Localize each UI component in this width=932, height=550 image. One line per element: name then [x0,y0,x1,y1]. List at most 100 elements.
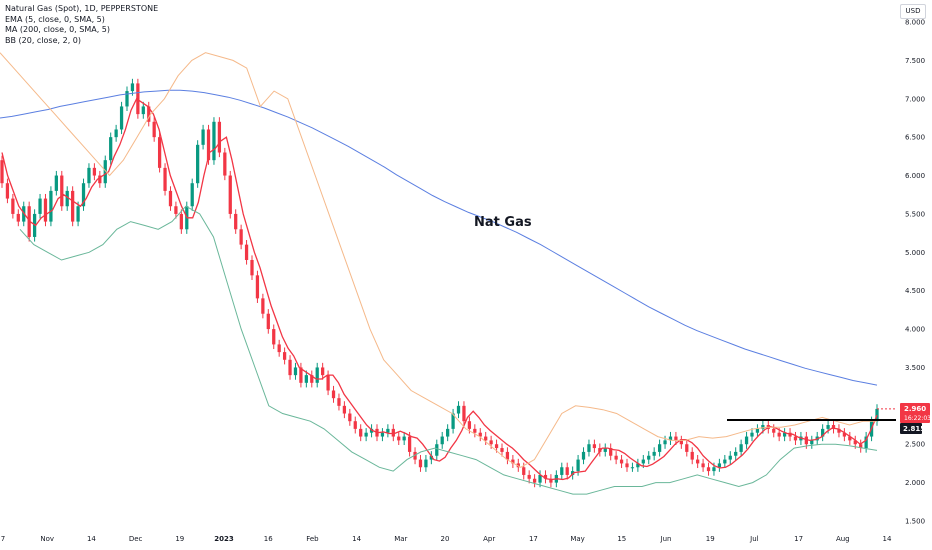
candle-body [603,448,607,452]
candle-body [201,129,205,145]
candle-body [234,213,238,230]
x-tick-label: 17 [794,535,803,543]
ma-line [0,89,878,386]
x-tick-label: 17 [529,535,538,543]
candle-body [576,459,580,472]
candle-body [446,428,450,437]
candle-body [826,425,830,429]
candle-body [0,160,4,184]
candle-body [386,428,390,433]
candle-body [60,175,64,207]
candle-body [500,448,504,452]
candle-body [429,455,433,460]
candle-body [250,259,254,276]
level-price-badge: 2.815 [900,423,925,434]
candle-body [321,367,325,376]
candle-body [859,444,863,449]
candle-body [196,144,200,184]
candle-body [467,421,472,429]
candle-body [625,463,629,468]
x-tick-label: 14 [87,535,96,543]
candle-body [255,275,260,299]
candle-body [788,432,792,437]
candle-body [734,451,738,456]
plot-area[interactable] [0,52,896,495]
candle-body [348,413,352,422]
chart-annotation: Nat Gas [474,215,532,230]
candle-body [739,444,743,452]
x-tick-label: Nov [40,535,54,543]
candle-body [293,367,298,376]
bb-lower-line [19,205,878,495]
candle-body [424,459,428,468]
candle-body [228,175,232,214]
candle-body [43,198,48,222]
chart-legend: Natural Gas (Spot), 1D, PEPPERSTONE EMA … [5,4,158,46]
x-tick-label: 15 [617,535,626,543]
candle-body [772,428,776,433]
candle-body [728,455,732,460]
candle-body [147,106,151,122]
candle-body [831,425,836,429]
candle-body [543,474,548,479]
y-tick-label: 6.500 [905,134,925,142]
candle-body [342,405,347,414]
candle-body [119,106,124,130]
x-tick-label: Jul [749,535,759,543]
candle-body [212,121,216,161]
candle-body [527,474,531,479]
candle-body [462,405,466,422]
candle-body [641,459,645,464]
candle-body [277,344,281,353]
candle-body [157,137,162,168]
candle-body [663,440,667,445]
candle-body [49,190,53,222]
candle-body [282,352,287,360]
candle-body [456,405,461,414]
candle-body [619,459,624,464]
candle-body [581,451,586,460]
candle-body [853,440,857,445]
candle-body [484,436,488,441]
candle-body [538,474,542,483]
candle-body [744,436,749,445]
y-tick-label: 2.000 [905,479,925,487]
candle-body [168,190,173,207]
y-tick-label: 6.000 [905,172,925,180]
candle-body [239,229,243,245]
price-axis[interactable]: 1.5002.0002.5003.0003.5004.0004.5005.000… [905,19,925,526]
candle-body [369,428,374,433]
y-tick-label: 5.500 [905,210,925,218]
candle-body [842,432,847,437]
candle-body [571,471,575,475]
legend-ema: EMA (5, close, 0, SMA, 5) [5,14,105,24]
candle-body [478,432,482,437]
candle-body [532,478,537,483]
candle-body [130,83,135,92]
candle-body [609,448,613,456]
time-axis[interactable]: 7 Nov 14 Dec 19 2023 16 Feb 14 Mar 20 Apr 17 May 15 Jun… [1,535,892,543]
candle-body [636,463,640,468]
candle-body [810,440,814,445]
x-tick-label: 2023 [214,535,234,543]
candle-body [331,390,336,399]
candle-body [723,459,727,464]
currency-button[interactable]: USD [900,4,926,19]
candle-body [511,459,515,464]
legend-ma: MA (200, close, 0, SMA, 5) [5,25,111,34]
bb-upper-line [0,52,877,468]
last-price-badge: 2.960 16:22:03 [900,403,931,423]
x-tick-label: Feb [306,535,319,543]
candle-body [750,432,754,437]
candle-body [266,313,270,330]
candle-body [864,436,868,449]
candle-body [190,183,194,207]
candle-body [668,436,673,441]
candle-body [614,455,618,460]
candle-body [109,137,113,161]
candle-body [706,467,711,472]
candle-body [54,175,58,191]
candle-body [494,444,499,449]
candle-body [98,175,102,184]
